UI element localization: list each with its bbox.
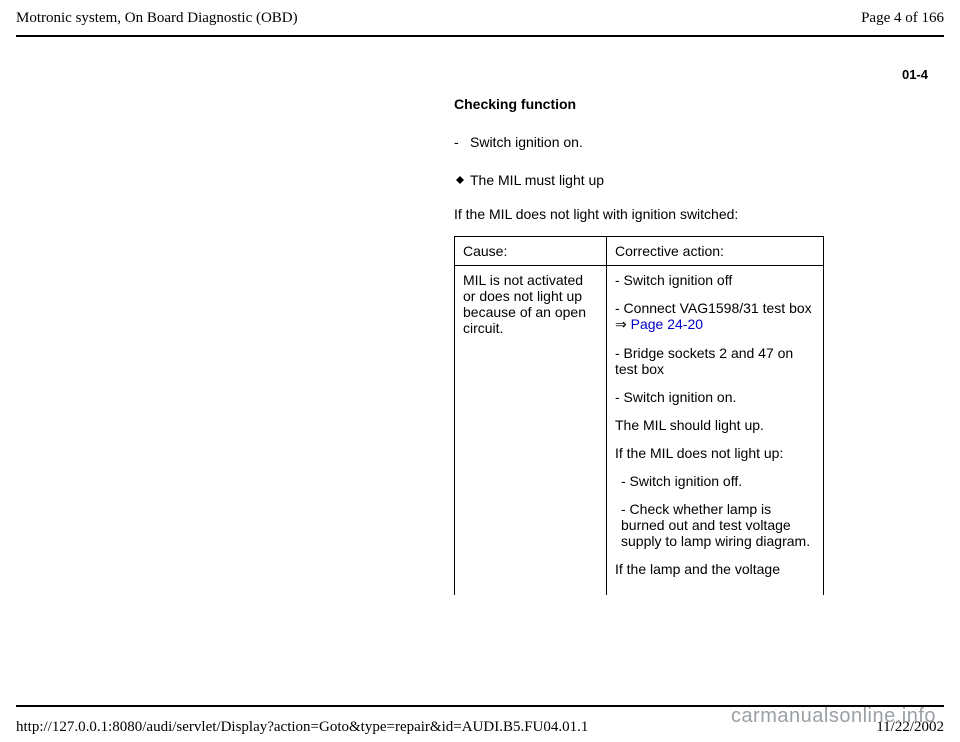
action-text: - Connect VAG1598/31 test box [615,300,812,316]
footer-date: 11/22/2002 [876,719,944,736]
action-line: - Switch ignition off. [621,473,815,489]
page-ref-link[interactable]: Page 24-20 [631,316,703,332]
bullet-step-text: The MIL must light up [470,172,604,188]
action-line: - Connect VAG1598/31 test box ⇒ Page 24-… [615,300,815,333]
action-line: - Switch ignition off [615,272,815,288]
action-line: - Check whether lamp is burned out and t… [621,501,815,549]
header-rule [16,35,944,37]
action-line: - Switch ignition on. [615,389,815,405]
arrow-icon: ⇒ [615,316,627,332]
section-title: Checking function [454,96,846,112]
dash-step: - Switch ignition on. [454,134,846,150]
header-row: Motronic system, On Board Diagnostic (OB… [14,8,946,33]
action-line: If the MIL does not light up: [615,445,815,461]
bullet-step: The MIL must light up [454,172,846,188]
col-cause-header: Cause: [455,237,607,266]
condition-line: If the MIL does not light with ignition … [454,206,846,222]
footer-url: http://127.0.0.1:8080/audi/servlet/Displ… [16,719,588,736]
action-line: - Bridge sockets 2 and 47 on test box [615,345,815,377]
page-marker: 01-4 [14,67,928,82]
footer-row: http://127.0.0.1:8080/audi/servlet/Displ… [16,719,944,736]
action-line: The MIL should light up. [615,417,815,433]
dash-step-text: Switch ignition on. [470,134,583,150]
dash-marker: - [454,134,470,150]
page-root: Motronic system, On Board Diagnostic (OB… [0,0,960,742]
action-cell: - Switch ignition off - Connect VAG1598/… [607,266,824,596]
cause-cell: MIL is not activated or does not light u… [455,266,607,596]
table-body-row: MIL is not activated or does not light u… [455,266,824,596]
action-line: If the lamp and the voltage [615,561,815,577]
col-action-header: Corrective action: [607,237,824,266]
table-header-row: Cause: Corrective action: [455,237,824,266]
header-page-of: Page 4 of 166 [861,10,944,27]
footer-rule [16,705,944,707]
header-title: Motronic system, On Board Diagnostic (OB… [16,10,298,27]
bullet-icon [454,172,470,186]
content-block: Checking function - Switch ignition on. … [454,96,846,595]
diagnostic-table: Cause: Corrective action: MIL is not act… [454,236,824,595]
